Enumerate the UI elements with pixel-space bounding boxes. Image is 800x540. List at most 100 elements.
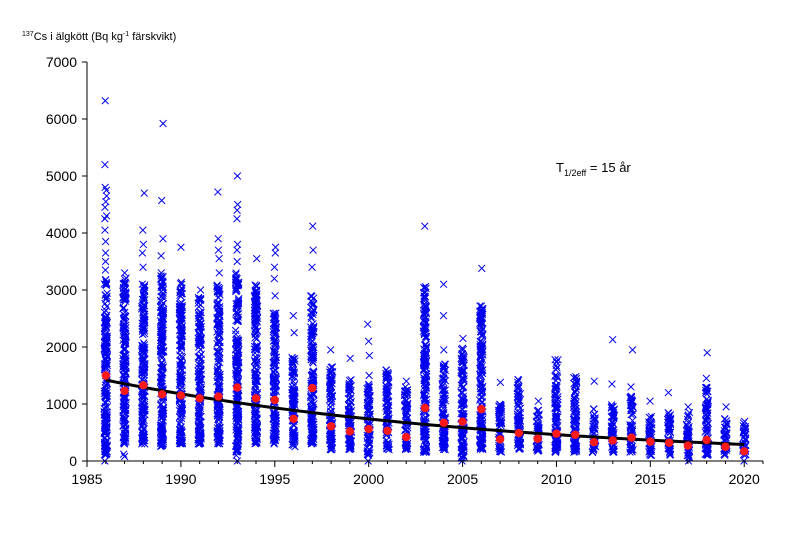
- sample-point: [157, 364, 166, 373]
- sample-point: [103, 352, 112, 360]
- sample-outlier: [232, 451, 241, 460]
- y-tick-label: 0: [69, 453, 77, 469]
- sample-point: [121, 403, 129, 412]
- sample-point: [307, 438, 316, 446]
- sample-point: [101, 414, 109, 422]
- sample-outlier: [365, 351, 374, 360]
- sample-outlier: [534, 397, 543, 405]
- y-axis-label: 137Cs i älgkött (Bq kg-1 färskvikt): [22, 31, 176, 43]
- sample-point: [234, 370, 243, 378]
- sample-outlier: [139, 240, 148, 249]
- sample-point: [102, 278, 111, 287]
- sample-point: [139, 433, 148, 441]
- sample-point: [214, 337, 222, 346]
- sample-point: [122, 323, 130, 332]
- sample-point: [177, 335, 186, 344]
- sample-point: [215, 310, 223, 318]
- sample-point: [158, 418, 166, 427]
- sample-outlier: [138, 249, 147, 257]
- sample-point: [176, 305, 184, 314]
- mean-point: [270, 395, 279, 405]
- sample-point: [213, 348, 221, 356]
- sample-point: [139, 356, 147, 365]
- sample-point: [120, 436, 128, 444]
- sample-outlier: [664, 388, 673, 397]
- sample-outlier: [215, 254, 223, 263]
- sample-point: [121, 375, 129, 383]
- sample-point: [157, 376, 166, 384]
- sample-point: [253, 314, 262, 323]
- mean-point: [589, 437, 599, 447]
- sample-point: [157, 321, 166, 329]
- sample-point: [253, 343, 261, 351]
- sample-point: [309, 308, 317, 317]
- sample-point: [156, 442, 165, 451]
- sample-point: [251, 309, 260, 318]
- sample-point: [140, 312, 148, 321]
- sample-point: [197, 376, 205, 384]
- sample-point: [100, 434, 109, 443]
- sample-point: [178, 326, 186, 334]
- sample-point: [233, 275, 241, 283]
- sample-markers: [100, 97, 750, 465]
- sample-point: [140, 329, 149, 338]
- sample-point: [309, 324, 318, 333]
- mean-point: [308, 383, 317, 393]
- sample-point: [196, 336, 204, 344]
- sample-point: [177, 313, 185, 321]
- sample-point: [215, 440, 224, 448]
- sample-point: [121, 421, 129, 430]
- sample-point: [216, 383, 224, 391]
- sample-point: [251, 386, 260, 394]
- sample-point: [232, 422, 240, 431]
- sample-point: [289, 365, 298, 374]
- sample-outlier: [627, 383, 635, 391]
- sample-point: [290, 437, 299, 446]
- mean-point: [702, 435, 711, 445]
- sample-point: [121, 357, 130, 365]
- sample-outlier: [214, 188, 222, 196]
- sample-outlier: [101, 249, 110, 257]
- sample-point: [194, 367, 203, 376]
- sample-point: [196, 406, 204, 415]
- sample-point: [214, 408, 222, 416]
- sample-point: [194, 323, 203, 331]
- sample-point: [121, 438, 129, 446]
- sample-point: [176, 320, 185, 329]
- sample-outlier: [271, 243, 280, 252]
- sample-point: [253, 411, 261, 419]
- sample-point: [157, 400, 165, 408]
- mean-point: [157, 390, 167, 399]
- sample-point: [121, 337, 129, 346]
- sample-point: [232, 426, 240, 434]
- sample-point: [214, 363, 223, 372]
- x-tick-label: 1985: [71, 471, 102, 487]
- sample-point: [589, 405, 598, 413]
- sample-point: [250, 388, 259, 396]
- mean-point: [251, 394, 261, 403]
- sample-outlier: [214, 246, 223, 254]
- sample-point: [119, 296, 128, 304]
- sample-point: [101, 415, 109, 424]
- sample-point: [101, 442, 109, 451]
- sample-outlier: [608, 380, 616, 388]
- sample-point: [214, 347, 223, 356]
- sample-point: [138, 319, 147, 328]
- sample-point: [177, 439, 186, 447]
- sample-outlier: [157, 196, 166, 205]
- sample-point: [159, 308, 168, 316]
- sample-point: [158, 432, 166, 440]
- sample-point: [158, 408, 167, 416]
- sample-point: [157, 282, 166, 290]
- sample-point: [197, 328, 205, 336]
- sample-outlier: [157, 269, 166, 277]
- sample-point: [121, 409, 129, 418]
- sample-outlier: [628, 346, 637, 354]
- sample-point: [102, 320, 111, 328]
- sample-point: [214, 317, 223, 325]
- sample-point: [119, 414, 127, 422]
- y-tick-label: 5000: [46, 168, 77, 184]
- sample-point: [216, 373, 224, 381]
- mean-point: [289, 414, 298, 424]
- x-tick-label: 1990: [165, 471, 196, 487]
